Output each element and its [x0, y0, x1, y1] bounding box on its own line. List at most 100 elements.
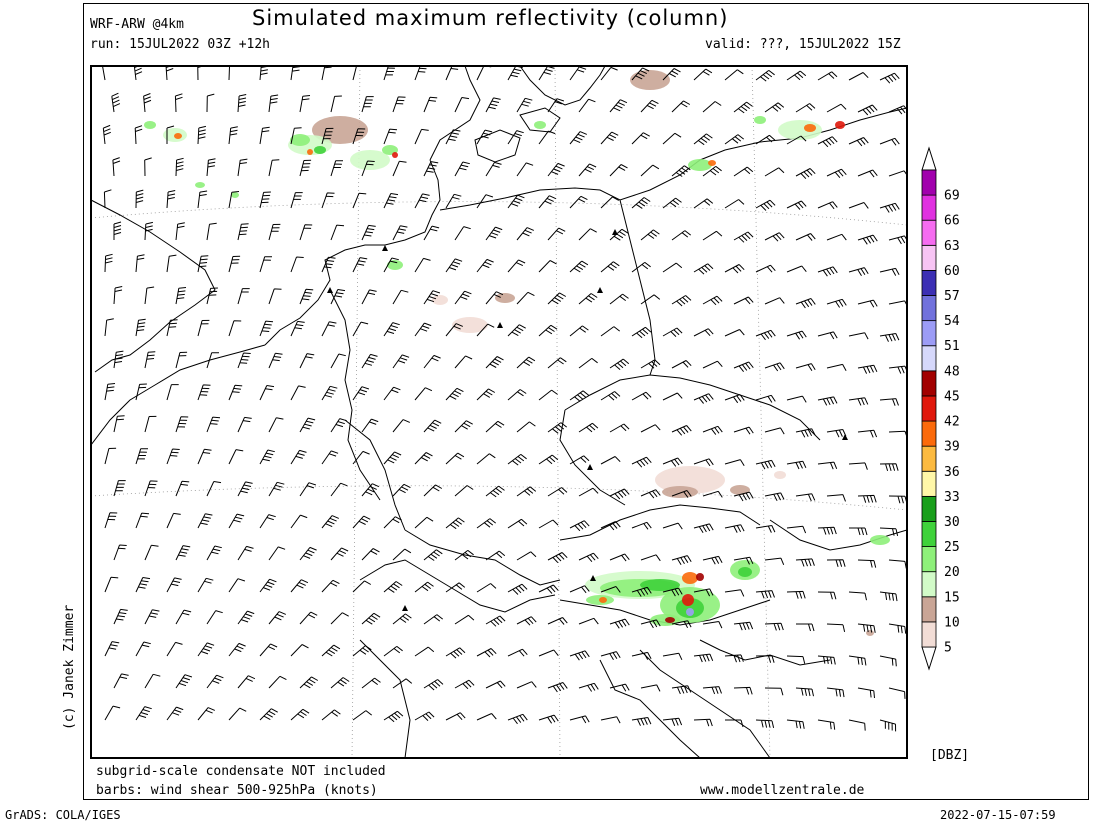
wind-barb: [609, 488, 630, 500]
wind-barb: [166, 706, 184, 721]
wind-barb: [569, 585, 590, 594]
wind-barb: [197, 513, 213, 529]
wind-barb: [724, 459, 745, 467]
wind-barb: [857, 169, 878, 178]
wind-barb: [423, 419, 442, 433]
wind-barb: [445, 647, 466, 659]
wind-barb: [268, 417, 284, 433]
wind-barb: [454, 485, 474, 497]
colorbar-bottom-arrow: [921, 646, 937, 671]
colorbar-tick-label: 42: [944, 415, 960, 430]
wind-barb: [817, 719, 836, 730]
wind-barb: [237, 481, 253, 497]
wind-barb: [352, 645, 372, 657]
wind-barb: [423, 161, 439, 177]
wind-barb: [228, 707, 247, 721]
wind-barb: [640, 489, 661, 499]
wind-barb: [578, 98, 596, 113]
wind-barb: [228, 255, 241, 273]
wind-barb: [454, 161, 470, 177]
wind-barb: [383, 128, 398, 145]
wind-barb: [423, 354, 441, 369]
mountain-marker: [842, 434, 848, 440]
wind-barb: [817, 266, 838, 277]
mountain-marker: [497, 322, 503, 328]
wind-barb: [206, 545, 222, 561]
echo-cell: [314, 146, 326, 154]
wind-barb: [569, 455, 590, 465]
wind-barb: [175, 416, 189, 433]
wind-barb: [755, 70, 775, 82]
wind-barb: [724, 329, 745, 337]
colorbar-tick-label: 66: [944, 214, 960, 229]
wind-barb: [299, 417, 316, 433]
wind-barb: [166, 641, 183, 657]
wind-barb: [609, 293, 629, 305]
colorbar-tick-label: 30: [944, 515, 960, 530]
wind-barb: [259, 643, 278, 657]
wind-barb: [516, 227, 534, 241]
wind-barb: [702, 621, 723, 629]
echo-cell: [452, 317, 488, 333]
wind-barb: [237, 158, 248, 177]
wind-barb: [175, 287, 187, 305]
colorbar-tick-label: 10: [944, 615, 960, 630]
wind-barb: [569, 66, 587, 81]
wind-barb: [113, 608, 128, 625]
wind-barb: [103, 189, 112, 209]
colorbar-swatch: [921, 270, 937, 296]
wind-barb: [259, 191, 271, 209]
wind-barb: [817, 201, 838, 210]
wind-barb: [879, 398, 899, 406]
wind-barb: [206, 610, 223, 625]
wind-barb: [352, 192, 367, 209]
wind-barb: [259, 578, 277, 593]
wind-barb: [662, 392, 683, 401]
echo-cell: [599, 597, 607, 603]
wind-barb: [795, 363, 816, 371]
wind-barb: [259, 449, 275, 465]
wind-barb: [414, 322, 432, 337]
wind-barb: [817, 331, 838, 340]
wind-barb: [104, 318, 114, 337]
wind-barb: [724, 524, 745, 533]
wind-barb: [640, 359, 661, 369]
wind-barb: [702, 166, 722, 177]
colorbar-swatch: [921, 194, 937, 221]
wind-barb: [631, 132, 650, 145]
wind-barb: [671, 295, 692, 307]
wind-barb: [879, 202, 900, 213]
wind-barb: [259, 708, 278, 721]
wind-barb: [414, 257, 431, 273]
wind-barb: [879, 463, 899, 472]
mountain-marker: [590, 575, 596, 581]
wind-barb: [826, 363, 847, 372]
wind-barb: [476, 713, 497, 721]
echo-cell: [866, 630, 874, 636]
wind-barb: [104, 512, 118, 529]
barbs-note: barbs: wind shear 500-925hPa (knots): [96, 783, 378, 798]
wind-barb: [578, 487, 599, 497]
wind-barb: [113, 480, 126, 497]
wind-barb: [755, 329, 776, 341]
echo-cell: [870, 535, 890, 545]
wind-barb: [547, 162, 565, 177]
echo-cell: [640, 579, 680, 591]
wind-barb: [423, 679, 444, 691]
wind-barb: [321, 450, 339, 465]
wind-barb: [817, 71, 838, 81]
echo-cell: [754, 116, 766, 124]
wind-barb: [228, 384, 243, 401]
wind-barb: [361, 677, 381, 689]
wind-barb: [361, 612, 381, 625]
colorbar-tick-label: 36: [944, 465, 960, 480]
wind-barb: [848, 397, 869, 406]
wind-barb: [764, 102, 785, 113]
wind-barb: [206, 158, 216, 177]
wind-barb: [826, 623, 846, 633]
echo-cell: [804, 124, 816, 132]
wind-barb: [135, 577, 151, 593]
wind-barb: [321, 515, 339, 529]
wind-barb: [724, 134, 745, 145]
wind-barb: [733, 621, 754, 631]
